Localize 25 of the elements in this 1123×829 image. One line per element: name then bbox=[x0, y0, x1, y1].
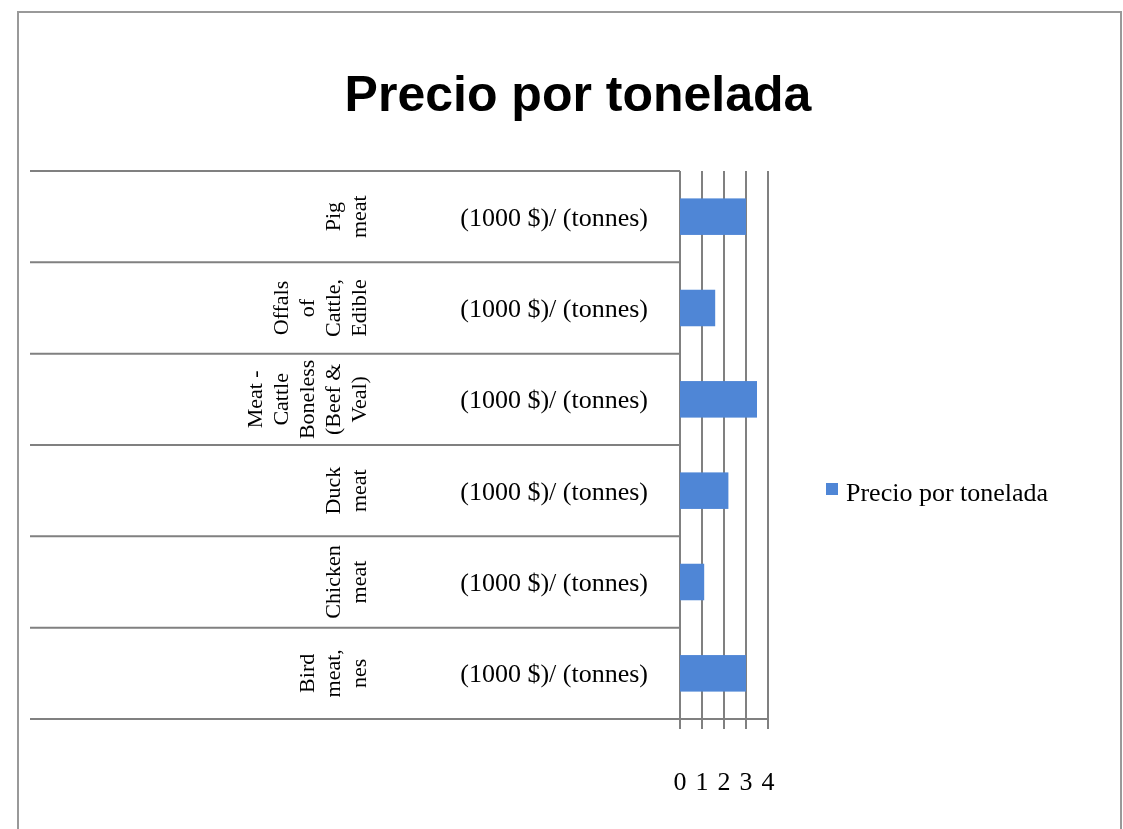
bar bbox=[680, 381, 757, 418]
bar bbox=[680, 198, 746, 235]
text: Chicken meat bbox=[320, 545, 371, 619]
x-tick-label: 3 bbox=[739, 767, 753, 796]
y-tick-label: (1000 $)/ (tonnes) bbox=[460, 659, 648, 689]
x-tick-label: 1 bbox=[695, 767, 709, 796]
x-tick-label: 0 bbox=[673, 767, 687, 796]
y-tick-label: (1000 $)/ (tonnes) bbox=[460, 568, 648, 597]
chart-title: Precio por tonelada bbox=[344, 66, 813, 122]
text: Bird meat, nes bbox=[294, 649, 371, 698]
bar bbox=[680, 563, 705, 601]
bar bbox=[680, 472, 729, 509]
text: Duck meat bbox=[320, 466, 371, 515]
y-tick-label: (1000 $)/ (tonnes) bbox=[460, 385, 648, 415]
text: Offals of Cattle, Edible bbox=[268, 278, 371, 338]
legend-label: Precio por tonelada bbox=[846, 478, 1049, 507]
bar bbox=[680, 655, 746, 692]
x-tick-label: 4 bbox=[761, 767, 775, 796]
y-tick-label: (1000 $)/ (tonnes) bbox=[460, 202, 648, 232]
y-tick-label: (1000 $)/ (tonnes) bbox=[460, 476, 648, 506]
y-tick-label: (1000 $)/ (tonnes) bbox=[460, 294, 648, 323]
bar bbox=[680, 289, 716, 327]
text: Pig meat bbox=[320, 195, 371, 239]
x-tick-label: 2 bbox=[717, 767, 731, 796]
text: Meat - Cattle Boneless (Beef & Veal) bbox=[242, 359, 371, 440]
